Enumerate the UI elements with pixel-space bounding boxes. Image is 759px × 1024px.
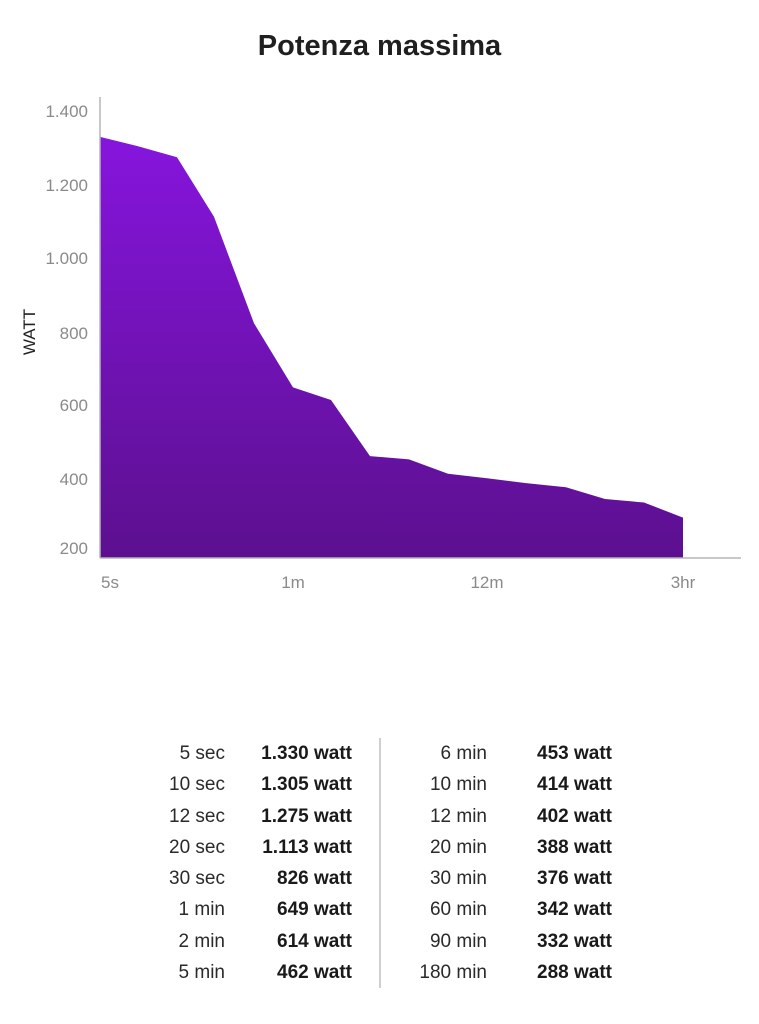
- table-divider: [379, 738, 381, 988]
- table-row: 1 min 649 watt: [130, 894, 352, 925]
- duration-label: 2 min: [178, 930, 225, 952]
- power-value: 1.275 watt: [261, 805, 352, 827]
- table-row: 90 min 332 watt: [395, 926, 612, 957]
- power-value: 453 watt: [537, 743, 612, 764]
- power-value: 462 watt: [277, 962, 352, 984]
- y-tick-label: 1.400: [45, 102, 88, 121]
- chart-title: Potenza massima: [257, 30, 502, 62]
- y-axis-label: WATT: [20, 309, 39, 355]
- duration-label: 12 min: [429, 805, 487, 827]
- power-value: 288 watt: [537, 962, 612, 984]
- table-row: 20 min 388 watt: [395, 832, 612, 863]
- power-value: 342 watt: [537, 899, 612, 921]
- power-area: [100, 136, 683, 558]
- duration-label: 30 min: [429, 868, 487, 890]
- y-tick-label: 800: [60, 324, 88, 343]
- x-tick-label: 1m: [281, 573, 305, 592]
- duration-label: 10 min: [429, 774, 487, 796]
- duration-label: 5 sec: [179, 743, 225, 764]
- power-value: 1.330 watt: [261, 743, 352, 764]
- table-row: 180 min 288 watt: [395, 957, 612, 988]
- power-value: 376 watt: [537, 868, 612, 890]
- duration-label: 20 min: [429, 836, 487, 858]
- table-row: 10 min 414 watt: [395, 769, 612, 800]
- table-row: 12 min 402 watt: [395, 801, 612, 832]
- table-row: 5 min 462 watt: [130, 957, 352, 988]
- table-column-left: 5 sec 1.330 watt 10 sec 1.305 watt 12 sec 1.2…: [130, 738, 352, 988]
- table-row: 6 min 453 watt: [395, 738, 612, 769]
- table-row: 30 sec 826 watt: [130, 863, 352, 894]
- table-row: 2 min 614 watt: [130, 926, 352, 957]
- x-tick-label: 3hr: [671, 573, 696, 592]
- y-axis: 1.400 1.200 1.000 800 600 400 200: [45, 102, 88, 558]
- power-value: 402 watt: [537, 805, 612, 827]
- duration-label: 90 min: [429, 930, 487, 952]
- power-value: 388 watt: [537, 836, 612, 858]
- y-tick-label: 1.200: [45, 176, 88, 195]
- power-table: 5 sec 1.330 watt 10 sec 1.305 watt 12 sec 1.2…: [0, 738, 759, 988]
- duration-label: 12 sec: [169, 805, 225, 827]
- y-tick-label: 200: [60, 539, 88, 558]
- power-value: 414 watt: [537, 774, 612, 796]
- power-value: 649 watt: [277, 899, 352, 921]
- table-row: 60 min 342 watt: [395, 894, 612, 925]
- duration-label: 5 min: [178, 962, 225, 984]
- duration-label: 1 min: [178, 899, 225, 921]
- table-row: 30 min 376 watt: [395, 863, 612, 894]
- table-column-right: 6 min 453 watt 10 min 414 watt 12 min 402 wat…: [395, 738, 612, 988]
- duration-label: 20 sec: [169, 836, 225, 858]
- x-tick-label: 5s: [101, 573, 119, 592]
- table-row: 5 sec 1.330 watt: [130, 738, 352, 769]
- duration-label: 6 min: [440, 743, 487, 764]
- table-row: 12 sec 1.275 watt: [130, 801, 352, 832]
- table-row: 10 sec 1.305 watt: [130, 769, 352, 800]
- x-tick-label: 12m: [470, 573, 503, 592]
- power-value: 826 watt: [277, 868, 352, 890]
- x-axis: 5s 1m 12m 3hr: [101, 573, 696, 592]
- power-value: 614 watt: [277, 930, 352, 952]
- y-tick-label: 600: [60, 396, 88, 415]
- duration-label: 180 min: [419, 962, 487, 984]
- power-value: 332 watt: [537, 930, 612, 952]
- duration-label: 10 sec: [169, 774, 225, 796]
- duration-label: 60 min: [429, 899, 487, 921]
- power-value: 1.113 watt: [262, 836, 352, 858]
- duration-label: 30 sec: [169, 868, 225, 890]
- y-tick-label: 1.000: [45, 249, 88, 268]
- y-tick-label: 400: [60, 470, 88, 489]
- table-row: 20 sec 1.113 watt: [130, 832, 352, 863]
- power-value: 1.305 watt: [261, 774, 352, 796]
- max-power-chart: 1.400 1.200 1.000 800 600 400 200 5s 1m 12m 3hr W…: [20, 97, 741, 592]
